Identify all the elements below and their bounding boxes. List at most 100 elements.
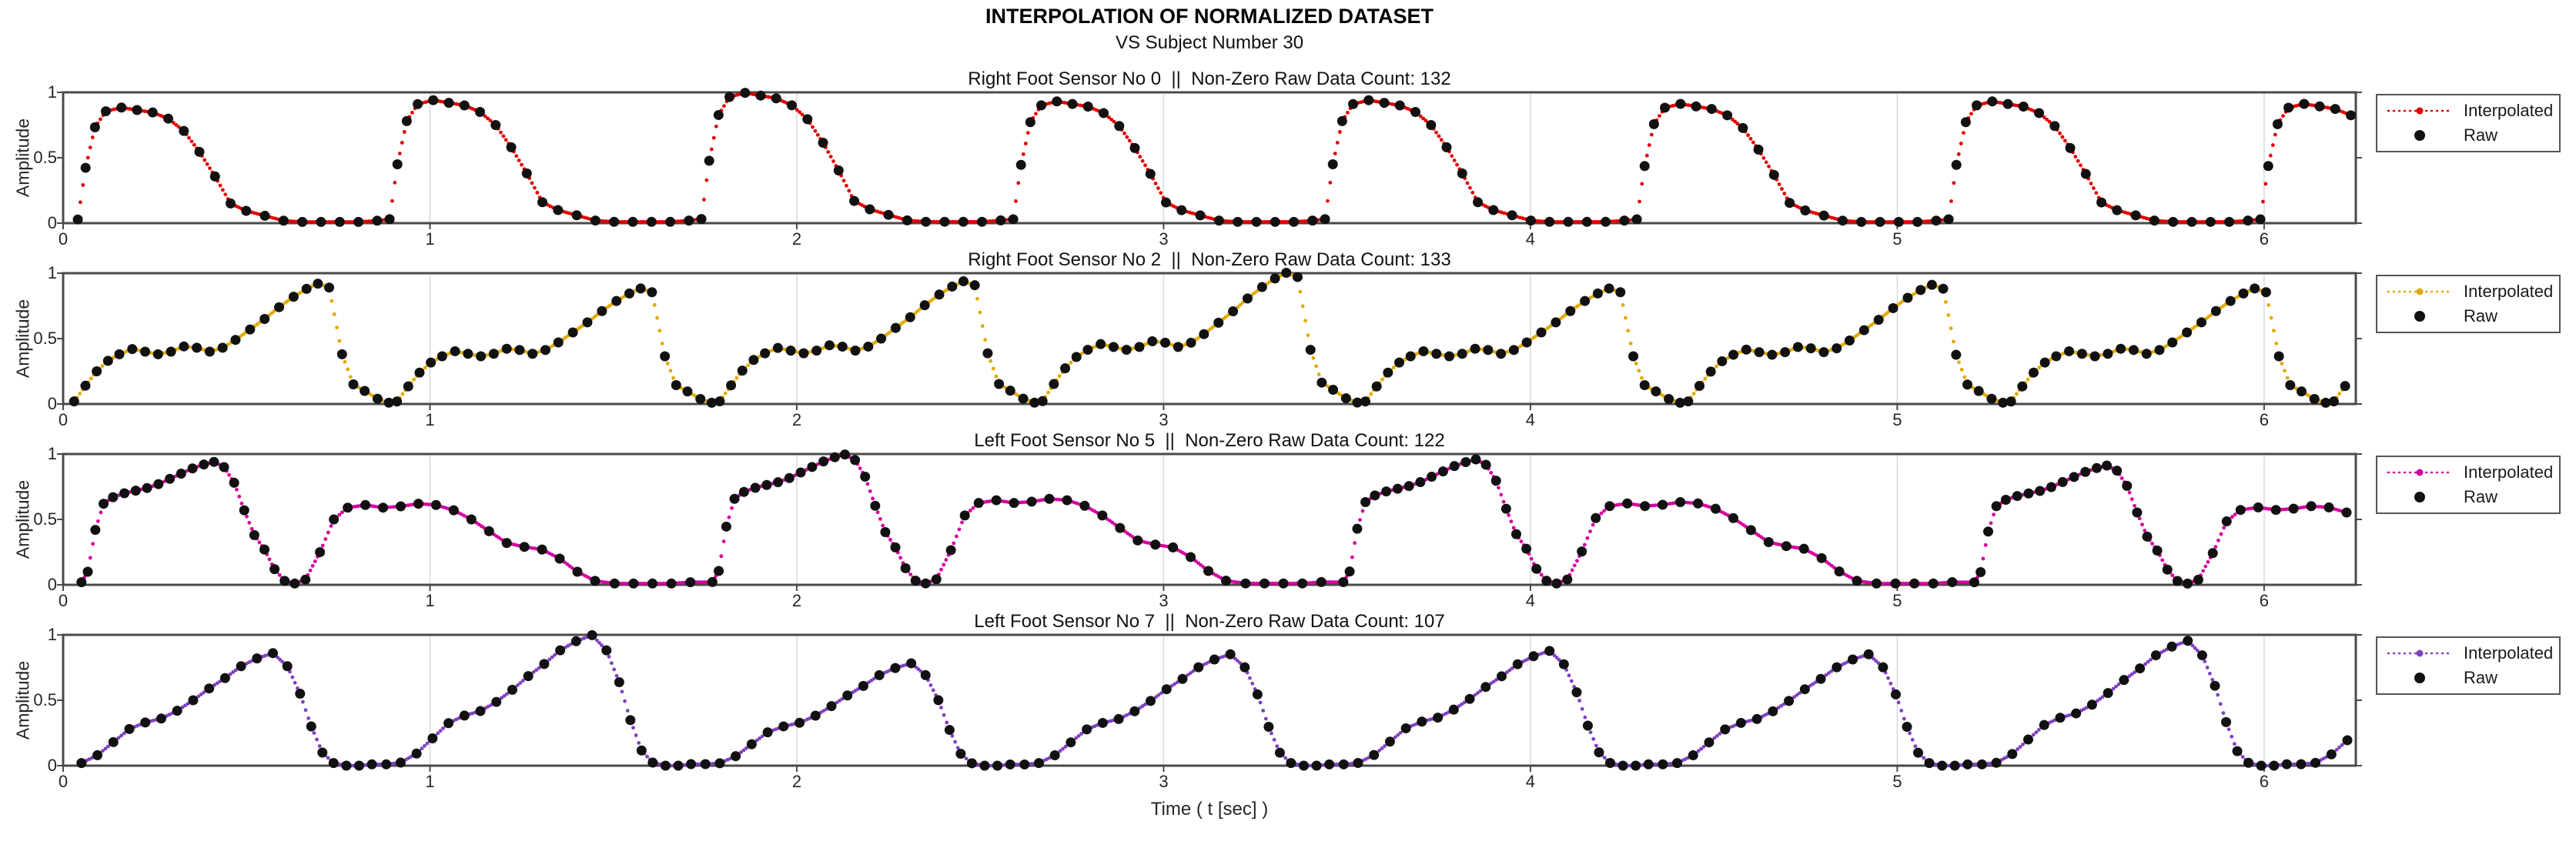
x-tick-label: 2 <box>791 772 802 791</box>
legend-item-raw: Raw <box>2385 486 2551 509</box>
y-tick-label: 0 <box>47 575 57 594</box>
legend: Interpolated Raw <box>2376 636 2561 695</box>
axes-box <box>62 452 2357 586</box>
y-tick-label: 0 <box>47 213 57 232</box>
interpolated-line <box>72 271 2344 405</box>
interpolated-line-swatch <box>2385 645 2454 662</box>
raw-marker-swatch <box>2385 308 2454 325</box>
x-tick-label: 1 <box>425 410 435 429</box>
raw-markers <box>72 88 2357 227</box>
x-tick-label: 2 <box>791 229 802 249</box>
gridlines <box>429 635 2265 766</box>
x-tick-label: 3 <box>1159 591 1169 610</box>
x-tick-label: 0 <box>58 772 69 791</box>
interpolated-line-swatch <box>2385 464 2454 481</box>
legend-item-raw: Raw <box>2385 305 2551 328</box>
y-tick-label: 0 <box>47 756 57 775</box>
subplot-title: Left Foot Sensor No 7 || Non-Zero Raw Da… <box>974 611 1445 632</box>
raw-marker-swatch <box>2385 127 2454 144</box>
legend-item-interpolated: Interpolated <box>2385 280 2554 303</box>
subplot-left-foot-sensor-5: Left Foot Sensor No 5 || Non-Zero Raw Da… <box>0 430 2576 610</box>
subplot-title: Right Foot Sensor No 0 || Non-Zero Raw D… <box>968 68 1451 89</box>
legend-item-raw: Raw <box>2385 666 2551 689</box>
x-tick-label: 4 <box>1525 591 1536 610</box>
raw-marker-swatch <box>2385 489 2454 506</box>
x-tick-label: 1 <box>425 229 435 249</box>
x-tick-label: 1 <box>425 772 435 791</box>
legend-item-interpolated: Interpolated <box>2385 99 2554 122</box>
plot-svg <box>57 268 2362 410</box>
x-tick-label: 6 <box>2259 410 2269 429</box>
legend-item-interpolated: Interpolated <box>2385 642 2554 665</box>
axes-box <box>62 91 2357 225</box>
legend: Interpolated Raw <box>2376 456 2561 514</box>
y-tick-label: 0 <box>47 394 57 413</box>
plot-area: 0 1 2 3 4 5 6 0 0.5 1 <box>33 263 2362 429</box>
subplot-left-foot-sensor-7: Left Foot Sensor No 7 || Non-Zero Raw Da… <box>0 611 2576 791</box>
legend-raw-label: Raw <box>2464 668 2498 687</box>
y-tick-label: 0.5 <box>33 509 57 529</box>
interpolated-line <box>79 633 2347 768</box>
interpolated-line <box>75 91 2350 224</box>
figure-title: INTERPOLATION OF NORMALIZED DATASET <box>985 5 1434 28</box>
subplot-right-foot-sensor-2: Right Foot Sensor No 2 || Non-Zero Raw D… <box>0 249 2576 429</box>
x-tick-label: 5 <box>1892 229 1902 249</box>
x-tick-label: 2 <box>791 591 802 610</box>
legend-interpolated-label: Interpolated <box>2464 462 2554 482</box>
plot-area: 0 1 2 3 4 5 6 0 0.5 1 <box>33 444 2362 610</box>
raw-markers <box>76 449 2352 589</box>
gridlines <box>429 454 2265 585</box>
interpolated-line-swatch <box>2385 102 2454 119</box>
interpolated-line <box>79 452 2347 586</box>
axes-box <box>62 633 2357 767</box>
x-tick-label: 5 <box>1892 772 1902 791</box>
legend-interpolated-label: Interpolated <box>2464 282 2554 301</box>
raw-markers <box>76 629 2353 771</box>
x-tick-label: 3 <box>1159 229 1169 249</box>
x-tick-label: 4 <box>1525 772 1536 791</box>
x-tick-label: 0 <box>58 229 69 249</box>
legend-raw-label: Raw <box>2464 125 2498 145</box>
gridlines <box>429 273 2265 404</box>
y-tick-label: 0.5 <box>33 690 57 709</box>
x-tick-label: 6 <box>2259 591 2269 610</box>
legend-interpolated-label: Interpolated <box>2464 643 2554 663</box>
figure-subtitle: VS Subject Number 30 <box>1115 32 1304 53</box>
x-tick-label: 1 <box>425 591 435 610</box>
legend-interpolated-label: Interpolated <box>2464 101 2554 120</box>
x-tick-label: 5 <box>1892 410 1902 429</box>
plot-svg <box>57 449 2362 591</box>
x-tick-label: 6 <box>2259 229 2269 249</box>
legend-raw-label: Raw <box>2464 306 2498 326</box>
y-tick-label: 1 <box>47 263 57 282</box>
y-tick-label: 0.5 <box>33 148 57 167</box>
x-axis-label: Time ( t [sec] ) <box>1150 799 1269 820</box>
legend-raw-label: Raw <box>2464 487 2498 506</box>
x-tick-label: 4 <box>1525 410 1536 429</box>
subplot-title: Left Foot Sensor No 5 || Non-Zero Raw Da… <box>974 430 1445 451</box>
x-tick-label: 0 <box>58 410 69 429</box>
y-tick-label: 1 <box>47 82 57 102</box>
tick-marks <box>57 92 2362 229</box>
subplot-title: Right Foot Sensor No 2 || Non-Zero Raw D… <box>968 249 1451 270</box>
x-tick-label: 3 <box>1159 410 1169 429</box>
plot-svg <box>57 629 2362 772</box>
gridlines <box>429 92 2265 223</box>
y-tick-label: 0.5 <box>33 329 57 348</box>
raw-markers <box>69 268 2350 408</box>
legend: Interpolated Raw <box>2376 94 2561 152</box>
y-tick-label: 1 <box>47 444 57 463</box>
legend-item-raw: Raw <box>2385 124 2551 147</box>
plot-area: 0 1 2 3 4 5 6 0 0.5 1 <box>33 625 2362 791</box>
plot-area: 0 1 2 3 4 5 6 0 0.5 1 <box>33 82 2362 249</box>
x-tick-label: 2 <box>791 410 802 429</box>
x-tick-label: 4 <box>1525 229 1536 249</box>
plot-svg <box>57 88 2362 229</box>
x-tick-label: 0 <box>58 591 69 610</box>
axes-box <box>62 272 2357 406</box>
x-tick-label: 5 <box>1892 591 1902 610</box>
interpolated-line-swatch <box>2385 283 2454 300</box>
tick-marks <box>57 272 2362 410</box>
subplot-right-foot-sensor-0: Right Foot Sensor No 0 || Non-Zero Raw D… <box>0 68 2576 249</box>
y-tick-label: 1 <box>47 625 57 644</box>
